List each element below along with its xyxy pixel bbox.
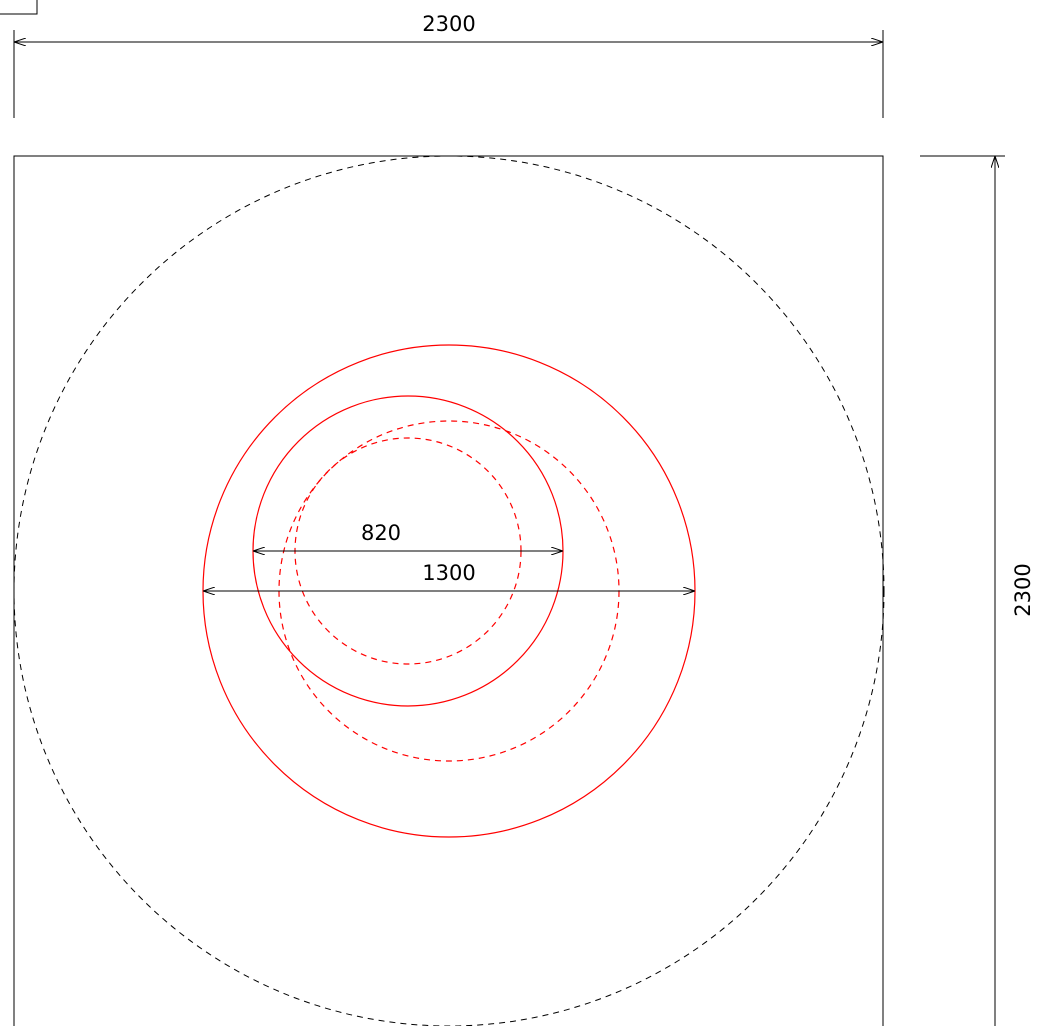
inner-diameter-dimension: 820 [253,521,563,551]
height-dimension: 2300 [920,155,1035,1026]
outer-diameter-dimension: 1300 [203,561,695,591]
height-dimension-label: 2300 [1011,563,1035,616]
outer-diameter-label: 1300 [422,561,475,585]
width-dimension: 2300 [13,12,884,118]
outer-dashed-circle [13,155,885,1026]
corner-frame [0,0,38,15]
width-dimension-label: 2300 [422,12,475,36]
inner-diameter-label: 820 [361,521,401,545]
